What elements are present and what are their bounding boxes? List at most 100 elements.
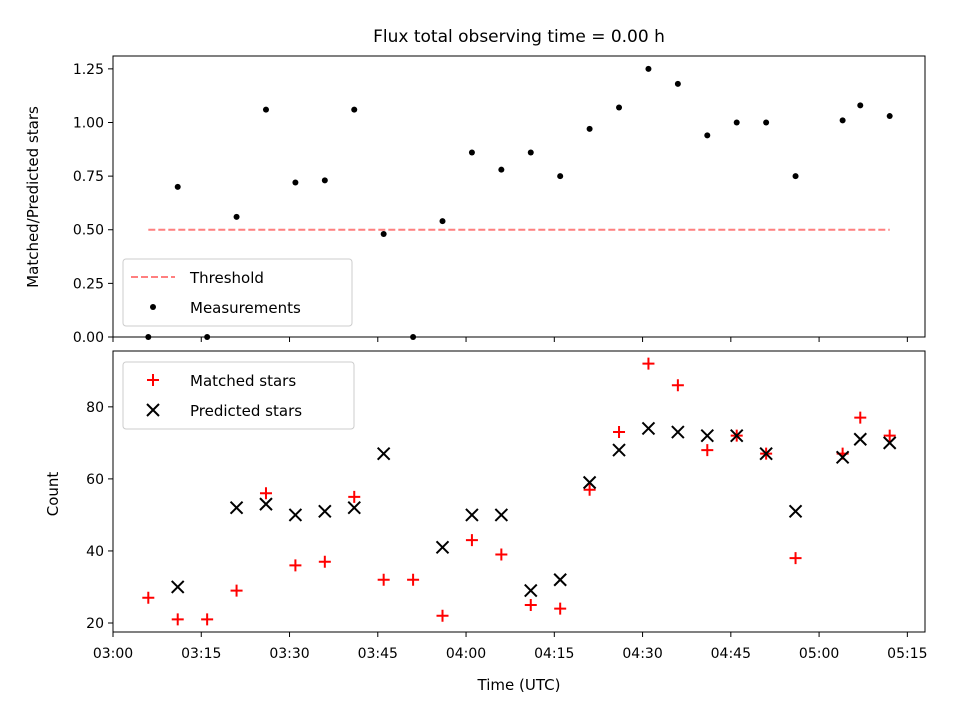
- measurement-point: [292, 179, 299, 186]
- matched-stars-point: [259, 487, 272, 500]
- bottom-axes-frame: [112, 350, 926, 633]
- predicted-stars-point: [553, 573, 567, 587]
- predicted-stars-point: [700, 428, 714, 443]
- measurement-point: [439, 218, 446, 225]
- top-y-tick-label: 1.25: [73, 62, 104, 78]
- predicted-stars-point: [347, 501, 361, 515]
- predicted-stars-point: [376, 446, 391, 461]
- bottom-y-tick-label: 20: [86, 616, 104, 632]
- matched-stars-point: [230, 584, 243, 597]
- predicted-stars-point: [435, 540, 450, 555]
- legend-predicted-label: Predicted stars: [190, 402, 302, 420]
- predicted-stars-point: [788, 504, 803, 519]
- predicted-stars-point: [259, 497, 273, 511]
- predicted-stars-point: [582, 475, 597, 490]
- x-axis-label: Time (UTC): [477, 676, 561, 694]
- predicted-stars-point: [641, 421, 656, 436]
- measurement-point: [645, 65, 652, 72]
- measurement-point: [839, 117, 846, 124]
- matched-stars-point: [465, 534, 478, 547]
- matched-stars-point: [524, 598, 537, 611]
- matched-stars-point: [642, 357, 655, 370]
- predicted-stars-point: [882, 436, 897, 450]
- top-y-tick-label: 0.50: [73, 223, 104, 239]
- measurement-point: [763, 119, 770, 126]
- measurement-point: [410, 334, 417, 340]
- matched-stars-point: [318, 555, 331, 568]
- x-tick-label: 04:00: [446, 646, 486, 662]
- matched-stars-point: [495, 548, 508, 561]
- legend-threshold-label: Threshold: [189, 269, 264, 287]
- matched-stars-point: [377, 573, 390, 586]
- matched-stars-point: [671, 379, 684, 392]
- measurement-point: [527, 149, 534, 156]
- matched-stars-point: [289, 559, 302, 572]
- bottom-y-tick-label: 40: [86, 544, 104, 560]
- legend-measurements-swatch: [150, 304, 156, 310]
- matched-stars-point: [171, 613, 184, 626]
- matched-stars-point: [348, 490, 361, 503]
- chart-title: Flux total observing time = 0.00 h: [373, 27, 665, 47]
- predicted-stars-point: [759, 446, 773, 461]
- measurement-point: [733, 119, 740, 126]
- x-tick-label: 05:00: [799, 646, 839, 662]
- measurement-point: [204, 334, 211, 340]
- matched-stars-point: [883, 429, 896, 442]
- x-tick-label: 04:45: [711, 646, 751, 662]
- measurement-point: [262, 106, 269, 113]
- bottom-y-axis-label: Count: [44, 472, 62, 517]
- matched-stars-point: [436, 609, 449, 622]
- measurement-point: [586, 125, 593, 132]
- measurement-point: [145, 334, 152, 340]
- matched-stars-point: [583, 483, 596, 496]
- bottom-y-tick-label: 80: [86, 400, 104, 416]
- predicted-stars-point: [671, 425, 685, 439]
- bottom-plot-area: 20 40 60 80 03:00 03:15 03:30 03:45 04:00 04:15 04…: [86, 350, 928, 662]
- top-y-axis-label: Matched/Predicted stars: [24, 106, 42, 288]
- predicted-stars-point: [494, 508, 509, 522]
- x-tick-label: 03:00: [93, 646, 133, 662]
- legend-measurements-label: Measurements: [190, 299, 301, 317]
- top-plot-area: 0.00 0.25 0.50 0.75 1.00 1.25 Threshold Measure…: [73, 55, 926, 346]
- predicted-stars-point: [318, 504, 332, 519]
- x-tick-label: 05:15: [887, 646, 927, 662]
- matched-stars-point: [554, 602, 567, 615]
- measurement-point: [886, 113, 893, 120]
- x-tick-label: 03:45: [358, 646, 398, 662]
- matched-stars-point: [407, 573, 420, 586]
- bottom-legend-box: [122, 361, 355, 430]
- top-y-tick-label: 1.00: [73, 115, 104, 131]
- predicted-stars-point: [229, 501, 244, 515]
- bottom-y-tick-label: 60: [86, 472, 104, 488]
- legend-matched-label: Matched stars: [190, 372, 296, 390]
- measurement-point: [857, 102, 864, 109]
- measurement-point: [468, 149, 475, 156]
- top-y-tick-label: 0.00: [73, 330, 104, 346]
- measurement-point: [557, 173, 564, 180]
- matched-stars-point: [201, 613, 214, 626]
- predicted-stars-point: [288, 508, 303, 522]
- x-tick-label: 03:30: [269, 646, 309, 662]
- matched-stars-point: [854, 411, 867, 424]
- predicted-stars-point: [171, 580, 185, 594]
- matched-stars-point: [142, 591, 155, 604]
- predicted-stars-point: [835, 450, 850, 464]
- legend-predicted-swatch: [146, 403, 160, 417]
- measurement-point: [498, 166, 505, 173]
- predicted-stars-point: [853, 432, 867, 446]
- x-tick-label: 04:30: [622, 646, 662, 662]
- measurement-point: [233, 213, 240, 220]
- top-y-tick-label: 0.25: [73, 276, 104, 292]
- measurement-point: [380, 231, 387, 238]
- x-tick-label: 04:15: [534, 646, 574, 662]
- measurement-point: [174, 183, 181, 190]
- predicted-stars-point: [612, 443, 626, 457]
- measurement-point: [792, 173, 799, 180]
- matched-stars-point: [613, 426, 626, 439]
- matched-stars-point: [701, 444, 714, 457]
- legend-matched-swatch: [147, 374, 159, 386]
- measurement-point: [704, 132, 711, 139]
- measurement-point: [321, 177, 328, 184]
